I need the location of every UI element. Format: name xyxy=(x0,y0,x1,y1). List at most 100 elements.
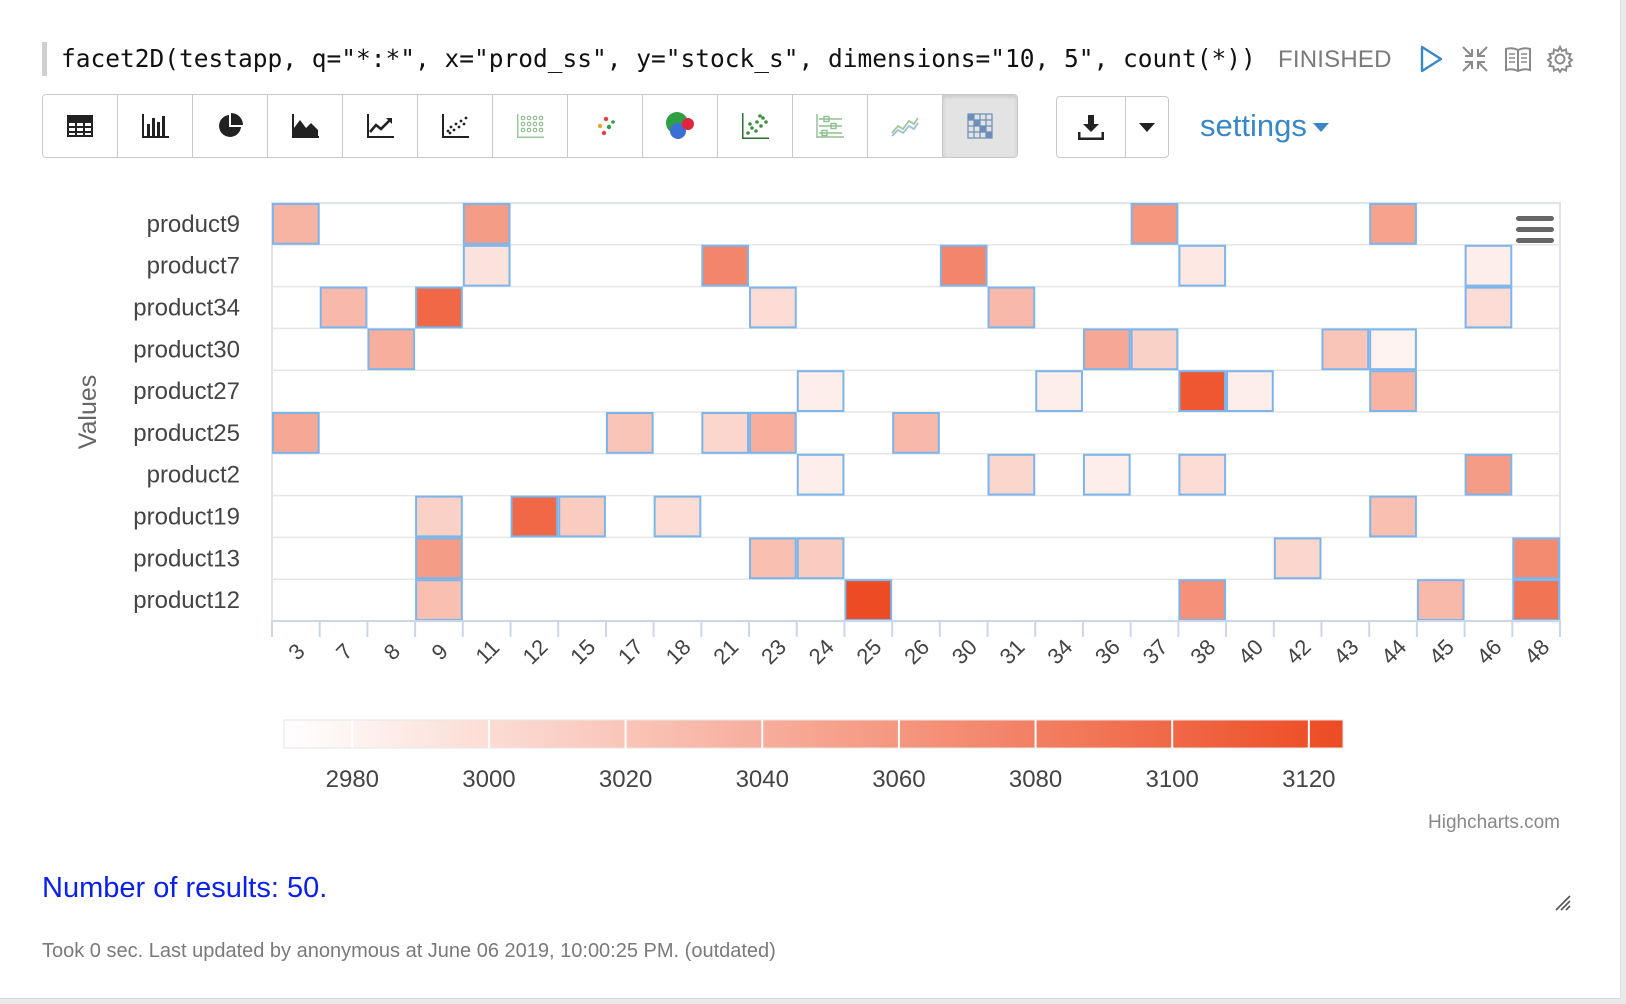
y-axis-title: Values xyxy=(74,375,102,450)
dot-grid-button[interactable] xyxy=(493,95,568,157)
bar-chart-button[interactable] xyxy=(118,95,193,157)
scatter-chart-button[interactable] xyxy=(418,95,493,157)
book-icon[interactable] xyxy=(1503,44,1533,74)
line-chart-button[interactable] xyxy=(343,95,418,157)
dot-grid-icon xyxy=(517,114,544,138)
heatmap-cell xyxy=(1464,286,1513,329)
settings-dropdown[interactable]: settings xyxy=(1200,108,1329,144)
color-axis-label: 3020 xyxy=(599,766,652,793)
download-group xyxy=(1056,96,1169,158)
table-view-button[interactable] xyxy=(43,95,118,157)
scatter-chart-icon xyxy=(442,114,469,138)
x-axis-label: 31 xyxy=(995,634,1030,669)
heatmap-cell xyxy=(1273,537,1322,580)
heatmap-icon xyxy=(967,113,993,139)
heatmap-cell xyxy=(749,412,797,454)
x-axis-label: 34 xyxy=(1042,634,1077,669)
bubble-chart-button[interactable] xyxy=(643,95,718,157)
heatmap-cell xyxy=(462,203,511,245)
multi-line-button[interactable] xyxy=(868,95,943,157)
heatmap-cell xyxy=(510,495,559,538)
x-axis-label: 44 xyxy=(1376,634,1411,669)
heatmap-cell xyxy=(1416,579,1465,622)
heatmap-cell xyxy=(415,495,463,538)
download-icon xyxy=(1078,115,1104,140)
heatmap-button[interactable] xyxy=(943,95,1017,157)
area-chart-button[interactable] xyxy=(268,95,343,157)
collapse-icon[interactable] xyxy=(1460,44,1490,74)
heatmap-cell xyxy=(701,412,750,454)
heatmap-cell xyxy=(987,286,1036,329)
y-axis-label: product30 xyxy=(133,336,240,363)
download-dropdown-button[interactable] xyxy=(1126,97,1168,157)
x-axis-label: 18 xyxy=(661,634,696,669)
x-axis-label: 3 xyxy=(283,639,309,665)
x-axis-label: 46 xyxy=(1472,634,1507,669)
heatmap-cell xyxy=(1082,453,1131,496)
bubble-icon xyxy=(666,112,694,139)
heatmap-cell xyxy=(1178,370,1227,412)
heatmap-cell xyxy=(1464,453,1513,496)
paragraph-code-editor[interactable]: facet2D(testapp, q="*:*", x="prod_ss", y… xyxy=(42,42,1291,76)
color-axis-label: 3060 xyxy=(872,766,925,793)
heatmap-cell xyxy=(1130,203,1179,245)
heatmap-cell xyxy=(653,495,702,538)
x-axis-label: 38 xyxy=(1185,634,1220,669)
x-axis-label: 36 xyxy=(1090,634,1125,669)
settings-label: settings xyxy=(1200,108,1307,143)
heatmap-cell xyxy=(415,537,463,580)
color-axis-bar xyxy=(283,719,1344,749)
heatmap-cell xyxy=(796,537,845,580)
heatmap-cell xyxy=(987,453,1036,496)
x-axis-label: 15 xyxy=(565,634,600,669)
color-axis-label: 3100 xyxy=(1145,766,1198,793)
y-axis-label: product13 xyxy=(133,545,240,572)
run-icon[interactable] xyxy=(1418,44,1444,74)
multi-line-icon xyxy=(891,117,919,137)
heatmap-cell xyxy=(319,286,368,329)
x-axis-label: 48 xyxy=(1519,634,1554,669)
heatmap-cell xyxy=(1226,370,1274,412)
box-plot-button[interactable] xyxy=(793,95,868,157)
heatmap-chart: product12 product13 product19 product2 produ… xyxy=(74,202,1561,833)
heatmap-cell xyxy=(796,453,845,496)
heatmap-cell xyxy=(272,203,320,245)
y-axis-label: product25 xyxy=(133,420,240,447)
x-axis-label: 26 xyxy=(899,634,934,669)
bar-chart-icon xyxy=(142,114,169,138)
chevron-down-icon xyxy=(1139,123,1155,132)
heatmap-cell xyxy=(367,328,416,371)
heatmap-cell xyxy=(1130,328,1179,371)
y-axis-label: product27 xyxy=(133,378,240,405)
heatmap-cell xyxy=(796,370,845,412)
x-axis-label: 40 xyxy=(1233,634,1268,669)
pie-chart-button[interactable] xyxy=(193,95,268,157)
heatmap-cell xyxy=(605,412,654,454)
chart-menu-icon[interactable] xyxy=(1516,214,1554,246)
resize-handle-icon[interactable] xyxy=(1552,892,1572,912)
heatmap-cell xyxy=(272,412,320,454)
table-icon xyxy=(67,115,93,137)
heatmap-cell xyxy=(1178,579,1227,622)
heatmap-cell xyxy=(892,412,940,454)
heatmap-cell xyxy=(462,244,511,287)
gear-icon[interactable] xyxy=(1545,44,1575,74)
x-axis-label: 8 xyxy=(379,639,405,665)
paragraph-status: FINISHED xyxy=(1278,46,1392,73)
scatter-plus-button[interactable] xyxy=(718,95,793,157)
heatmap-cell xyxy=(1321,328,1370,371)
heatmap-cell xyxy=(1369,203,1417,245)
caret-down-icon xyxy=(1312,123,1329,133)
scatter-color-icon xyxy=(597,116,615,136)
heatmap-cell xyxy=(1178,244,1227,287)
download-button[interactable] xyxy=(1057,97,1126,157)
chart-credits: Highcharts.com xyxy=(1428,812,1560,833)
x-axis-label: 37 xyxy=(1138,634,1173,669)
color-axis-label: 3000 xyxy=(462,766,515,793)
y-axis-label: product19 xyxy=(133,504,240,531)
scatter-color-button[interactable] xyxy=(568,95,643,157)
heatmap-cell xyxy=(1369,495,1417,538)
y-axis-label: product2 xyxy=(147,462,240,489)
heatmap-cell xyxy=(1512,579,1560,622)
